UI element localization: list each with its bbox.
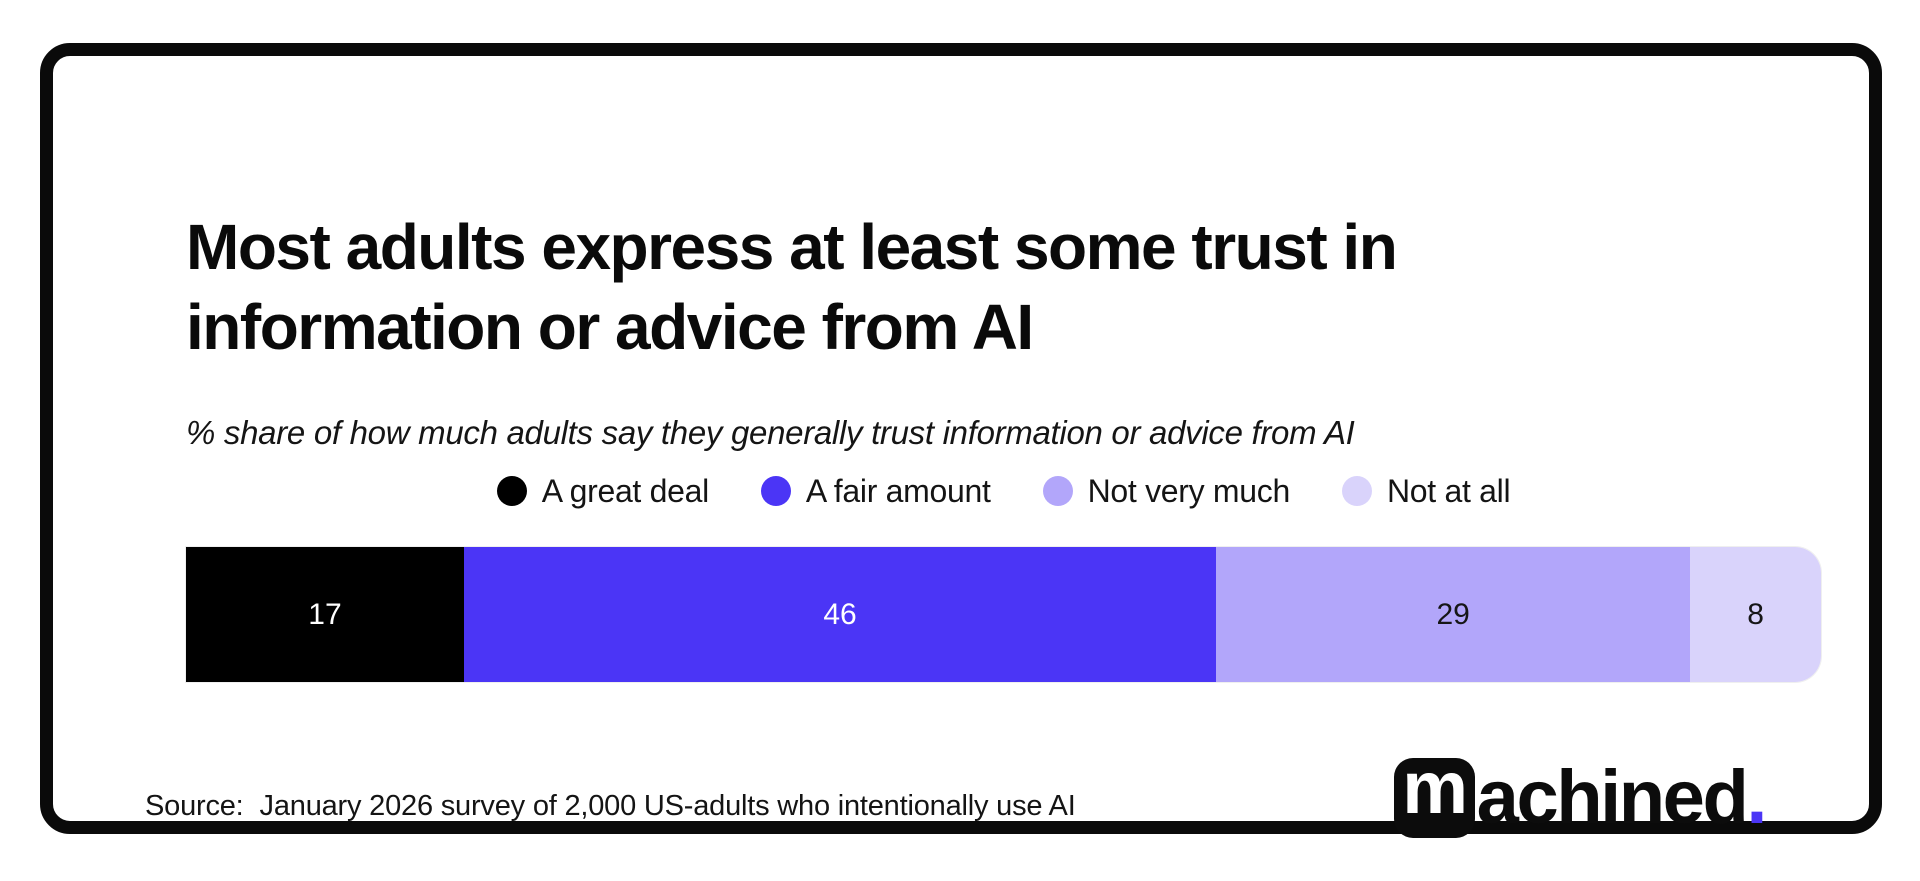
source-label: Source: — [145, 790, 244, 822]
legend: A great deal A fair amount Not very much… — [186, 469, 1821, 513]
logo-m-letter: m — [1402, 746, 1468, 829]
bar-segment-not-very-much: 29 — [1216, 547, 1691, 682]
logo-wordmark: achined — [1476, 755, 1749, 840]
legend-label: Not very much — [1087, 472, 1291, 509]
legend-label: Not at all — [1386, 472, 1511, 509]
machined-logo: m achined. — [1393, 746, 1767, 840]
logo-period: . — [1746, 755, 1767, 840]
chart-subtitle: % share of how much adults say they gene… — [186, 414, 1355, 451]
bar-value-label: 17 — [308, 597, 342, 631]
logo-m-icon: m — [1393, 746, 1475, 838]
legend-dot-icon — [496, 476, 527, 506]
chart-title-line2: information or advice from AI — [186, 290, 1034, 363]
bar-value-label: 46 — [823, 597, 857, 631]
source-note: Source: January 2026 survey of 2,000 US-… — [145, 790, 1076, 823]
card-frame: Most adults express at least some trust … — [40, 43, 1882, 838]
legend-dot-icon — [760, 476, 791, 506]
bar-segment-a-great-deal: 17 — [186, 547, 464, 682]
bar-value-label: 29 — [1436, 597, 1470, 631]
legend-dot-icon — [1042, 476, 1073, 506]
bar-value-label: 8 — [1747, 597, 1764, 631]
chart-title-line1: Most adults express at least some trust … — [186, 210, 1398, 283]
legend-label: A fair amount — [805, 472, 991, 509]
legend-item-a-great-deal: A great deal — [496, 472, 710, 510]
chart-title: Most adults express at least some trust … — [186, 207, 1746, 367]
legend-item-not-very-much: Not very much — [1042, 472, 1291, 510]
stacked-bar: 17 46 29 8 — [186, 547, 1821, 682]
bar-segment-not-at-all: 8 — [1690, 547, 1821, 682]
legend-dot-icon — [1341, 476, 1372, 506]
legend-label: A great deal — [541, 472, 710, 509]
legend-item-not-at-all: Not at all — [1341, 472, 1511, 510]
bar-segment-a-fair-amount: 46 — [463, 547, 1217, 682]
source-text: January 2026 survey of 2,000 US-adults w… — [259, 790, 1076, 822]
legend-item-a-fair-amount: A fair amount — [760, 472, 991, 510]
